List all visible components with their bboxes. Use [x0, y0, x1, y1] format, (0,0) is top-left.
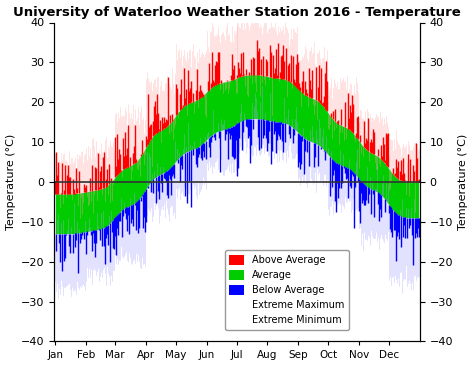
Legend: Above Average, Average, Below Average, Extreme Maximum, Extreme Minimum: Above Average, Average, Below Average, E…	[225, 250, 349, 330]
Y-axis label: Temperature (°C): Temperature (°C)	[458, 134, 468, 230]
Title: University of Waterloo Weather Station 2016 - Temperature: University of Waterloo Weather Station 2…	[13, 5, 461, 19]
Y-axis label: Temperature (°C): Temperature (°C)	[6, 134, 16, 230]
